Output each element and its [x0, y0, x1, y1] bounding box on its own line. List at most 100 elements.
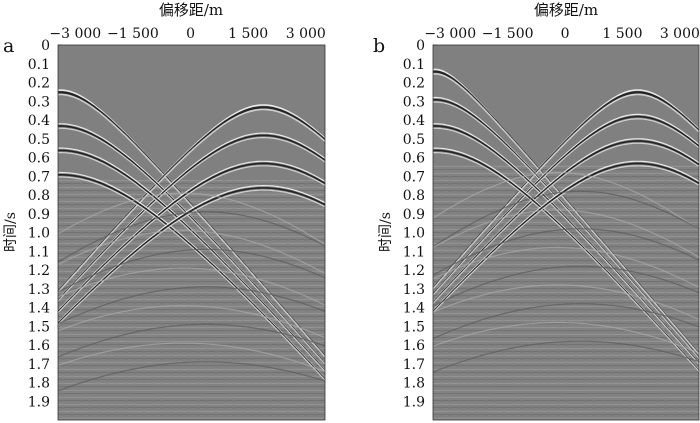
- panel-a-event-wavelet: [58, 134, 325, 301]
- panel-b-event-wavelet: [433, 127, 699, 365]
- panel-a-event-wavelet: [58, 137, 325, 302]
- panel-b-event-wavelet: [433, 93, 699, 290]
- panel-b-y-tick-label: 0.8: [403, 188, 425, 204]
- panel-a-y-tick-label: 0.5: [28, 132, 50, 148]
- panel-b-y-tick-label: 1.2: [403, 263, 425, 279]
- panel-b-y-tick-label: 1.1: [403, 244, 425, 260]
- panel-b: b 偏移距/m 时间/s −3 000 −1 500 0 1 500 3 000 0 0.…: [373, 1, 700, 421]
- panel-a-deep-reflection: [58, 342, 325, 373]
- panel-b-event-wavelet: [433, 118, 699, 296]
- panel-b-ylabel: 时间/s: [378, 212, 394, 252]
- panel-b-y-tick-label: 1.0: [403, 226, 425, 242]
- panel-a-event-wavelet: [58, 165, 325, 314]
- panel-a-deep-reflection: [58, 361, 325, 392]
- panel-a-event-wavelet: [58, 185, 325, 323]
- panel-a-deep-reflection: [58, 305, 325, 339]
- panel-a-ylabel: 时间/s: [3, 212, 19, 252]
- panel-b-y-tick-label: 1.5: [403, 319, 425, 335]
- panel-b-y-tick-label: 1.3: [403, 282, 425, 298]
- panel-b-deep-reflection: [433, 284, 699, 321]
- panel-b-y-tick-label: 1.9: [403, 394, 425, 410]
- panel-a-deep-reflection: [58, 230, 325, 275]
- panel-b-event-wavelet: [433, 160, 699, 312]
- panel-b-noise-texture: [433, 165, 699, 420]
- panel-b-y-tick-label: 0.6: [403, 151, 425, 167]
- panel-a-y-tick-label: 0.2: [28, 76, 50, 92]
- panel-a-y-tick-label: 1.5: [28, 319, 50, 335]
- panel-b-event-wavelet: [433, 152, 699, 372]
- panel-a-y-tick-label: 0.1: [28, 57, 50, 73]
- panel-b-seismic-events: [433, 68, 699, 373]
- panel-a-deep-reflection: [58, 323, 325, 358]
- panel-a-deep-reflection: [58, 211, 325, 263]
- panel-a: a 偏移距/m 时间/s −3 000 −1 500 0 1 500 3 000 0 0.…: [3, 1, 326, 421]
- panel-a-y-ticks: 0 0.1 0.2 0.3 0.4 0.5 0.6 0.7 0.8 0.9 1.0 1.1 1.2 1.3…: [28, 38, 62, 410]
- panel-a-x-tick-label: −3 000: [49, 26, 101, 42]
- panel-a-y-tick-label: 0.4: [28, 113, 50, 129]
- panel-b-y-tick-label: 0.7: [403, 169, 425, 185]
- panel-a-y-tick-label: 0.7: [28, 169, 50, 185]
- panel-a-y-tick-label: 1.8: [28, 376, 50, 392]
- panel-b-y-tick-label: 1.8: [403, 376, 425, 392]
- panel-b-y-tick-label: 1.4: [403, 301, 425, 317]
- panel-b-x-tick-label: 3 000: [660, 26, 700, 42]
- panel-a-x-tick-label: 1 500: [228, 26, 268, 42]
- panel-a-event-wavelet: [58, 160, 325, 312]
- panel-b-y-ticks: 0 0.1 0.2 0.3 0.4 0.5 0.6 0.7 0.8 0.9 1.0 1.1 1.2 1.3…: [403, 38, 437, 410]
- panel-b-y-tick-label: 0.3: [403, 94, 425, 110]
- panel-a-y-tick-label: 1.4: [28, 301, 50, 317]
- panel-a-y-tick-label: 1.6: [28, 338, 50, 354]
- panel-a-letter: a: [3, 35, 14, 57]
- panel-b-deep-reflection: [433, 265, 699, 307]
- panel-a-y-tick-label: 0: [41, 38, 50, 54]
- panel-a-event-wavelet: [58, 173, 325, 380]
- panel-b-x-ticks: −3 000 −1 500 0 1 500 3 000: [424, 26, 700, 49]
- panel-a-event-wavelet: [58, 93, 325, 358]
- panel-b-y-tick-label: 1.6: [403, 338, 425, 354]
- panel-a-xlabel: 偏移距/m: [159, 1, 223, 19]
- panel-a-y-tick-label: 1.3: [28, 282, 50, 298]
- panel-b-deep-reflection: [433, 321, 699, 354]
- panel-a-deep-reflection: [58, 248, 325, 293]
- panel-b-y-tick-label: 1.7: [403, 357, 425, 373]
- panel-a-deep-reflection: [58, 267, 325, 306]
- panel-a-event-wavelet: [58, 108, 325, 293]
- panel-b-letter: b: [373, 35, 385, 57]
- panel-b-y-tick-label: 0.1: [403, 57, 425, 73]
- panel-a-y-tick-label: 1.9: [28, 394, 50, 410]
- panel-a-deep-reflection: [58, 192, 325, 245]
- panel-b-event-wavelet: [433, 73, 699, 355]
- panel-a-y-tick-label: 1.1: [28, 244, 50, 260]
- panel-b-event-wavelet: [433, 101, 699, 359]
- panel-b-deep-reflection: [433, 209, 699, 258]
- panel-b-event-wavelet: [433, 142, 699, 304]
- panel-b-x-tick-label: 1 500: [602, 26, 642, 42]
- panel-a-event-wavelet: [58, 162, 325, 313]
- panel-b-deep-reflection: [433, 340, 699, 373]
- panel-a-y-tick-label: 0.6: [28, 151, 50, 167]
- panel-b-y-tick-label: 0.9: [403, 207, 425, 223]
- panel-a-x-tick-label: 0: [186, 26, 195, 42]
- panel-b-x-tick-label: 0: [561, 26, 570, 42]
- panel-a-y-tick-label: 1.2: [28, 263, 50, 279]
- panel-a-event-wavelet: [58, 152, 325, 372]
- panel-b-deep-reflection: [433, 228, 699, 276]
- panel-a-y-tick-label: 1.0: [28, 226, 50, 242]
- panel-a-x-ticks: −3 000 −1 500 0 1 500 3 000: [49, 26, 326, 49]
- panel-b-deep-reflection: [433, 171, 699, 230]
- panel-b-deep-reflection: [433, 303, 699, 340]
- panel-a-y-tick-label: 0.9: [28, 207, 50, 223]
- panel-a-deep-reflection: [58, 286, 325, 325]
- panel-b-y-tick-label: 0.2: [403, 76, 425, 92]
- panel-a-x-tick-label: −1 500: [107, 26, 159, 42]
- panel-b-deep-reflection: [433, 190, 699, 248]
- panel-a-seismic-events: [58, 89, 325, 392]
- panel-b-frame: [432, 44, 700, 421]
- panel-a-noise-texture: [58, 180, 325, 420]
- panel-b-deep-reflection: [433, 246, 699, 289]
- panel-b-y-tick-label: 0.4: [403, 113, 425, 129]
- panel-a-y-tick-label: 0.3: [28, 94, 50, 110]
- panel-b-x-tick-label: −3 000: [424, 26, 476, 42]
- panel-b-y-tick-label: 0: [416, 38, 425, 54]
